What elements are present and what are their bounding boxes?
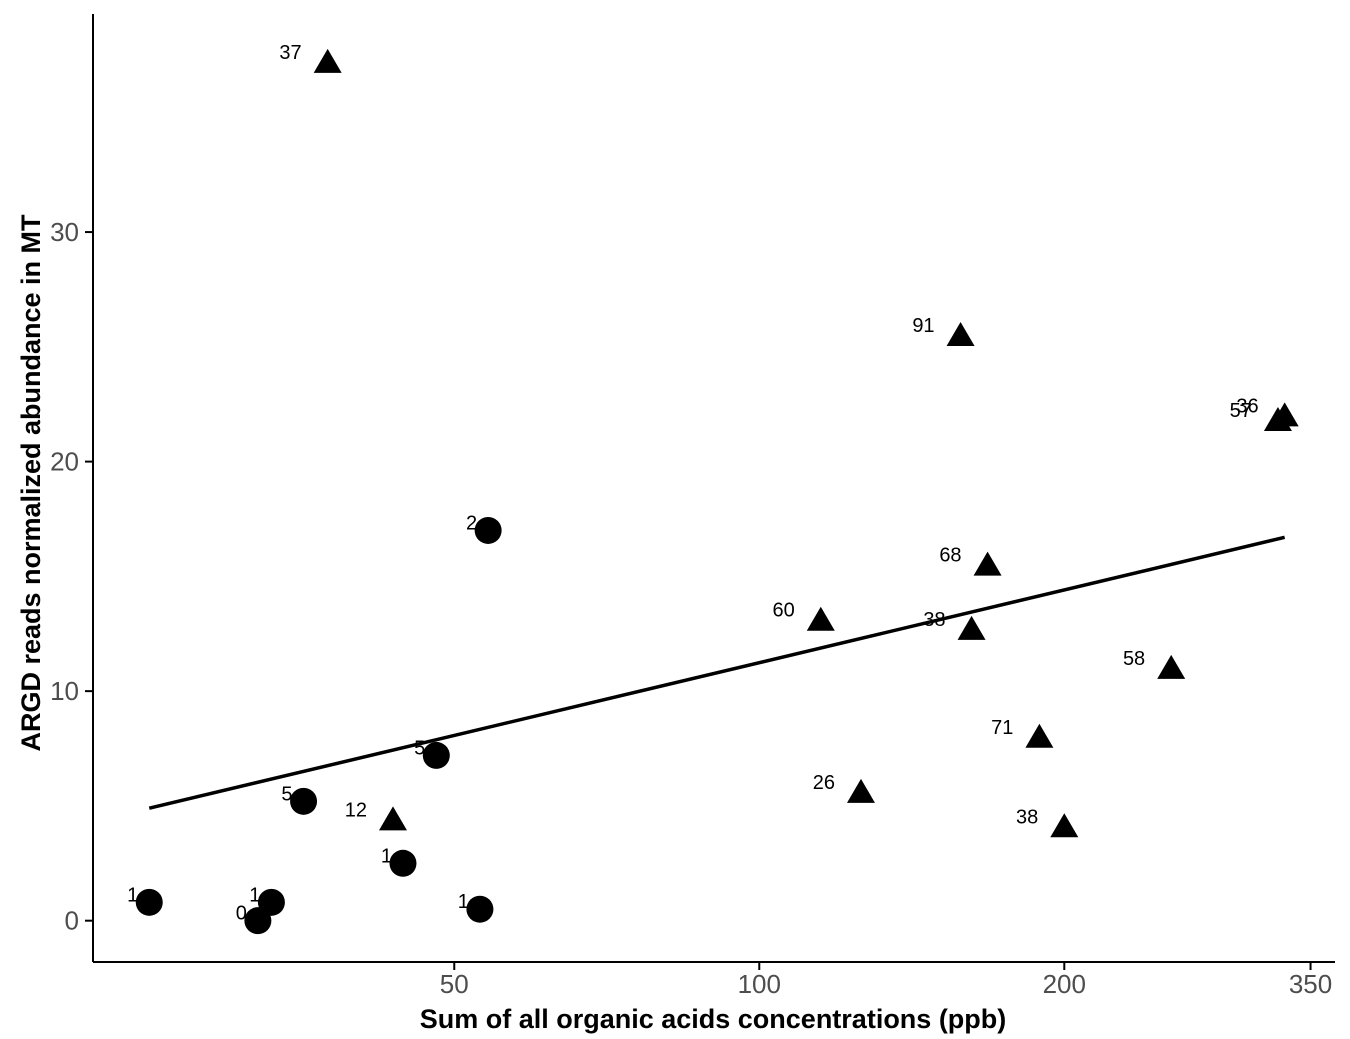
point-label: 26	[813, 772, 835, 794]
point-label: 68	[939, 545, 961, 567]
x-tick-label: 350	[1289, 969, 1332, 999]
triangle-point	[846, 778, 875, 803]
y-tick-label: 30	[50, 217, 79, 247]
circle-point	[474, 516, 502, 544]
x-tick-label: 100	[738, 969, 781, 999]
point-label: 2	[466, 512, 477, 534]
y-tick-label: 10	[50, 676, 79, 706]
circle-point	[290, 787, 318, 815]
circle-point	[389, 849, 417, 877]
trend-line	[148, 535, 1286, 810]
triangle-point	[1270, 402, 1299, 427]
triangle-point	[806, 606, 835, 631]
triangle-point	[946, 322, 975, 347]
point-label: 71	[991, 717, 1013, 739]
point-label: 12	[345, 799, 367, 821]
point-label: 57	[1230, 400, 1252, 422]
y-tick-label: 20	[50, 447, 79, 477]
point-label: 5	[414, 737, 425, 759]
point-label: 37	[279, 42, 301, 64]
point-label: 38	[923, 609, 945, 631]
point-label: 58	[1123, 648, 1145, 670]
triangle-point	[1025, 723, 1054, 748]
x-tick-label: 50	[440, 969, 469, 999]
circle-point	[466, 895, 494, 923]
point-label: 1	[249, 884, 260, 906]
circle-point	[422, 741, 450, 769]
point-label: 1	[381, 845, 392, 867]
point-label: 60	[773, 600, 795, 622]
triangle-point	[378, 806, 407, 831]
x-tick-label: 200	[1043, 969, 1086, 999]
point-label: 1	[127, 884, 138, 906]
point-label: 36	[1236, 395, 1258, 417]
y-tick-label: 0	[65, 906, 79, 936]
y-axis-title: ARGD reads normalized abundance in MT	[16, 214, 46, 752]
x-axis-title: Sum of all organic acids concentrations …	[420, 1004, 1007, 1034]
triangle-point	[313, 48, 342, 73]
point-label: 38	[1016, 806, 1038, 828]
triangle-point	[957, 615, 986, 640]
point-label: 0	[236, 903, 247, 925]
point-label: 5	[281, 783, 292, 805]
circle-point	[257, 888, 285, 916]
point-label: 1	[458, 891, 469, 913]
circle-point	[135, 888, 163, 916]
point-label: 91	[912, 315, 934, 337]
triangle-point	[1050, 813, 1079, 838]
triangle-point	[973, 551, 1002, 576]
triangle-point	[1157, 654, 1186, 679]
